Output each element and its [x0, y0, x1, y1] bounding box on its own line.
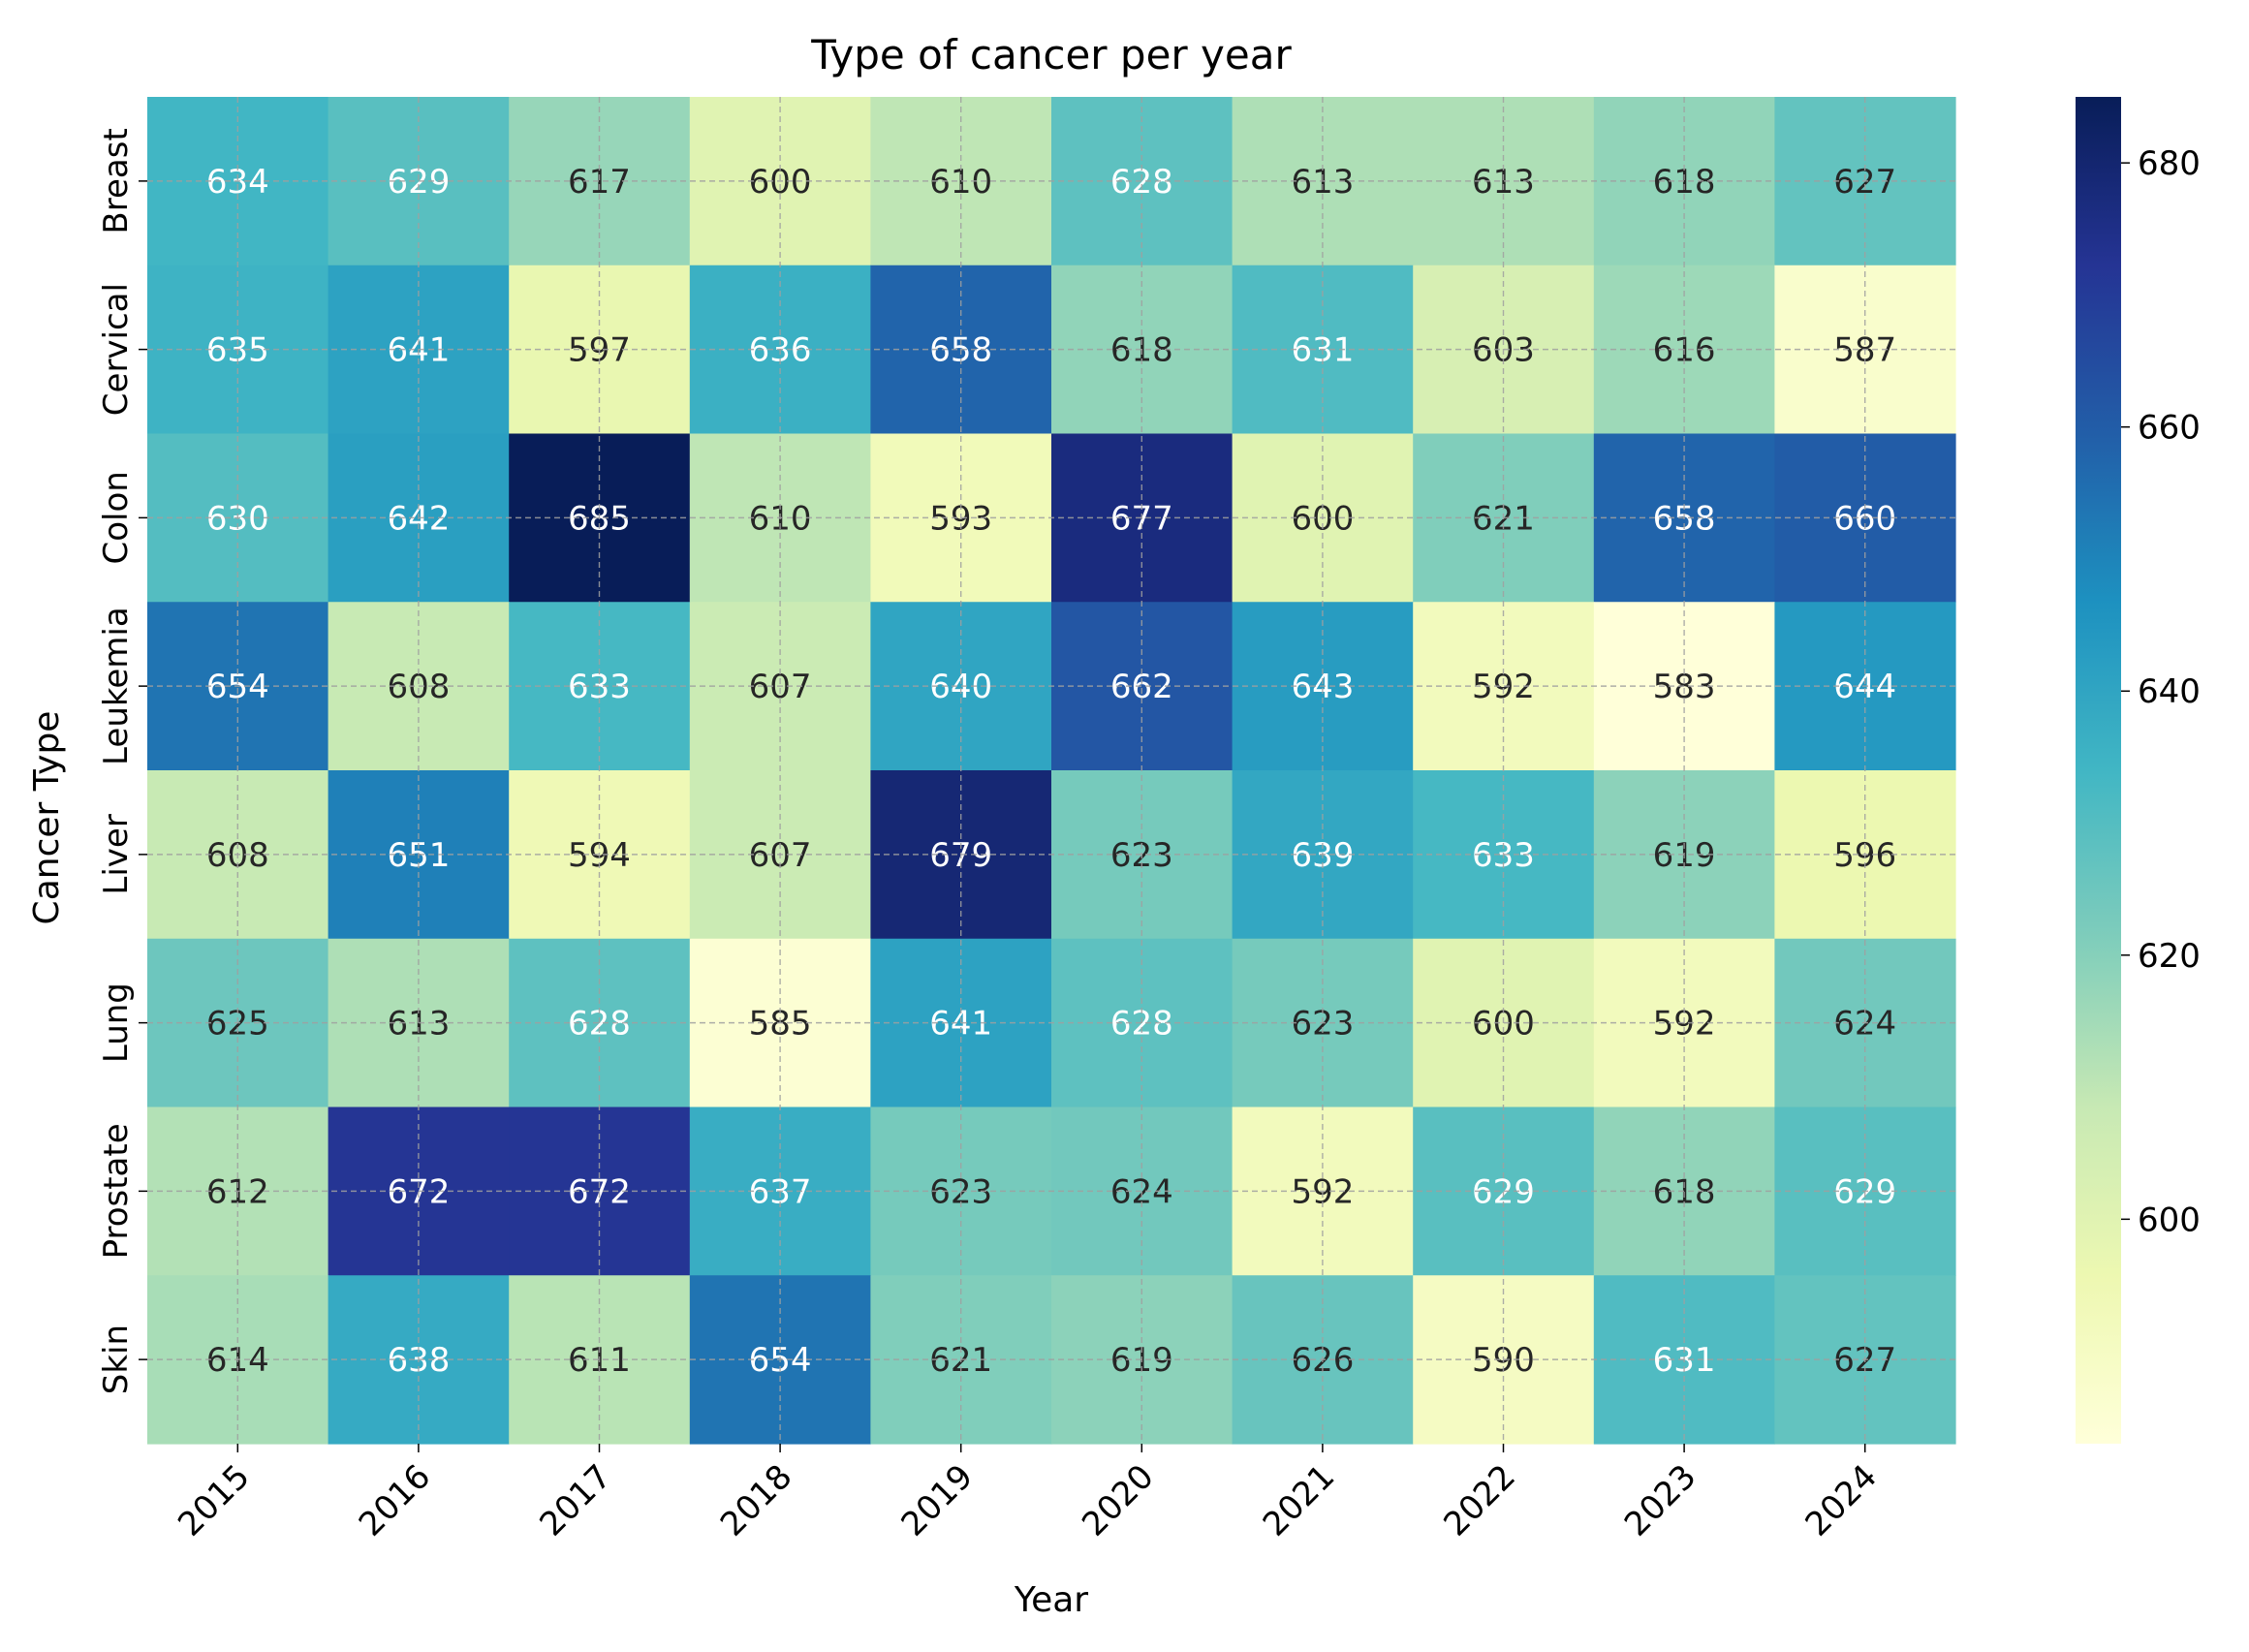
x-tick-label: 2020: [1075, 1457, 1161, 1543]
y-axis-label: Cancer Type: [27, 711, 67, 925]
y-tick-label: Leukemia: [97, 607, 136, 765]
y-tick-label: Colon: [97, 471, 136, 564]
y-tick-label: Lung: [97, 982, 136, 1063]
y-tick-label: Prostate: [97, 1123, 136, 1259]
colorbar-gradient: [2076, 97, 2121, 1444]
y-tick-label: Breast: [97, 128, 136, 234]
x-tick-label: 2024: [1798, 1457, 1885, 1543]
x-tick-label: 2019: [894, 1457, 981, 1543]
x-tick-label: 2023: [1617, 1457, 1703, 1543]
x-tick-label: 2017: [532, 1457, 618, 1543]
y-tick-labels: Breast Cervical Colon Leukemia Liver Lung Pros…: [97, 128, 147, 1394]
chart-title: Type of cancer per year: [810, 31, 1292, 78]
colorbar-tick-label: 600: [2138, 1200, 2201, 1239]
x-tick-label: 2018: [713, 1457, 799, 1543]
colorbar-tick-label: 680: [2138, 144, 2201, 183]
grid-lines: [147, 97, 1955, 1444]
y-tick-label: Cervical: [97, 283, 136, 416]
y-tick-label: Skin: [97, 1325, 136, 1394]
x-axis-label: Year: [1014, 1580, 1088, 1620]
colorbar-tick-label: 660: [2138, 409, 2201, 448]
x-tick-label: 2022: [1436, 1457, 1522, 1543]
x-tick-label: 2016: [352, 1457, 438, 1543]
colorbar: 600 620 640 660 680: [2076, 97, 2201, 1444]
x-tick-label: 2015: [171, 1457, 257, 1543]
x-tick-label: 2021: [1256, 1457, 1342, 1543]
colorbar-tick-label: 640: [2138, 672, 2201, 711]
x-tick-labels: 2015 2016 2017 2018 2019 2020 2021 2022 2023 2024: [171, 1444, 1885, 1544]
y-tick-label: Liver: [97, 814, 136, 894]
colorbar-tick-label: 620: [2138, 937, 2201, 976]
